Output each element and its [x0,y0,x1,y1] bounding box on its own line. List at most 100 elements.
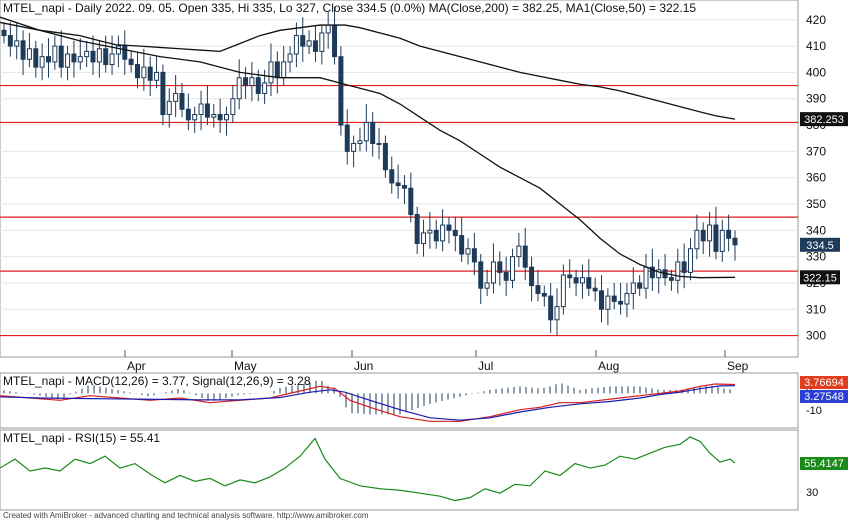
y-tick-label: 390 [806,92,826,106]
candle-body [522,245,528,268]
candle-body [223,114,229,121]
candle-body [249,77,255,87]
y-tick-label: 370 [806,144,826,158]
month-label: Jun [354,359,373,373]
candle-body [382,142,388,171]
candle-body [236,77,242,100]
candle-body [592,287,598,292]
rsi-line [0,436,736,502]
y-tick-label: 310 [806,302,826,316]
candle-body [154,71,160,81]
candle-body [287,53,293,63]
candle-body [204,103,210,118]
candle-body [147,66,153,81]
candle-body [478,261,484,289]
candle-body [713,224,719,252]
price-badge: 334.5 [800,237,840,252]
candle-body [484,282,490,289]
price-badge-text: 334.5 [806,240,834,252]
candle-body [408,187,414,216]
candle-body [643,266,649,289]
candle-body [109,53,115,66]
candle-body [306,40,312,47]
candle-body [312,40,318,52]
candle-body [503,271,509,281]
main-grid [0,19,798,337]
candle-body [440,224,446,242]
candle-body [71,53,77,63]
candle-body [293,35,299,55]
candle-body [548,295,554,321]
candle-body [338,56,344,126]
candle-body [605,295,611,310]
candle-body [452,229,458,237]
ma200-badge: 382.253 [800,112,848,127]
candle-body [376,142,382,145]
candle-body [166,100,172,116]
candle-body [26,48,32,60]
ma50-badge: 322.15 [800,270,840,285]
candle-body [401,185,407,189]
main-title: MTEL_napi - Daily 2022. 09. 05. Open 335… [3,1,696,15]
candle-body [618,300,624,305]
candle-body [262,82,268,94]
candle-body [300,35,306,47]
candle-body [541,292,547,297]
candle-body [668,277,674,281]
candle-body [217,114,223,121]
rsi-badge: 55.4147 [800,456,848,470]
candle-body [707,224,713,242]
candle-body [427,229,433,234]
candle-body [433,229,439,242]
candle-body [332,24,338,58]
candle-body [535,285,541,294]
candle-body [510,256,516,281]
y-tick-label: 410 [806,39,826,53]
candle-body [33,48,39,68]
candle-body [688,248,694,273]
candle-body [179,92,185,110]
candle-body [185,108,191,121]
candle-body [586,277,592,289]
candle-body [370,121,376,144]
candle-body [471,248,477,263]
candle-body [77,56,83,63]
candle-body [1,29,7,37]
candle-body [65,53,71,68]
candle-body [58,45,64,68]
candles [1,6,738,336]
candle-body [344,124,350,152]
candle-body [268,61,274,84]
signal-badge: 3.27548 [800,390,848,403]
rsi-title: MTEL_napi - RSI(15) = 55.41 [3,431,160,445]
y-tick-label: 420 [806,13,826,27]
candle-body [255,77,261,94]
candle-body [325,24,331,34]
candle-body [624,292,630,305]
candle-body [637,282,643,289]
month-label: Aug [598,359,619,373]
y-tick-label: 330 [806,250,826,264]
signal-line [0,385,736,421]
candle-body [726,229,732,239]
month-label: Jul [478,359,493,373]
main-x-axis: Apr May Jun Jul Aug Sep [124,350,749,373]
candle-body [465,248,471,255]
y-tick-label: 400 [806,65,826,79]
candle-body [529,266,535,287]
candle-body [554,306,560,321]
macd-badge-text: 3.76694 [804,377,844,389]
macd-tick-neg10: -10 [806,405,822,417]
candle-body [421,232,427,244]
y-tick-label: 340 [806,223,826,237]
candle-body [516,245,522,258]
candle-body [160,71,166,116]
macd-line [0,383,736,422]
candle-body [567,274,573,279]
candle-body [649,266,655,279]
candle-body [319,32,325,52]
candle-body [20,40,26,60]
candle-body [211,114,217,118]
candle-body [357,140,363,144]
signal-badge-text: 3.27548 [804,391,844,403]
